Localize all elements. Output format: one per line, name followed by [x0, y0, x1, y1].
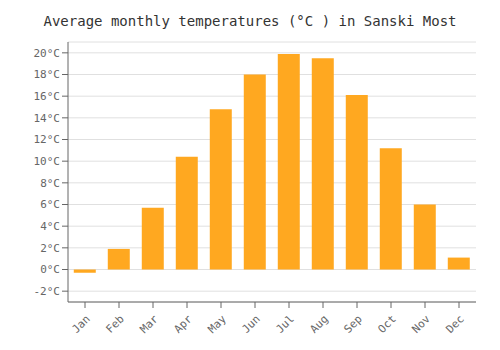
svg-text:2°C: 2°C [40, 242, 60, 255]
svg-text:Nov: Nov [410, 312, 434, 336]
svg-text:Jun: Jun [240, 313, 263, 336]
svg-text:May: May [206, 312, 230, 336]
svg-text:Aug: Aug [308, 313, 331, 336]
html-text:Average monthly temperatures (: Average monthly temperatures (°C ) in Sa… [43, 13, 457, 29]
svg-text:Apr: Apr [172, 312, 196, 336]
svg-text:Oct: Oct [376, 313, 399, 336]
svg-text:20°C: 20°C [34, 47, 61, 60]
svg-text:6°C: 6°C [40, 198, 60, 211]
svg-text:8°C: 8°C [40, 177, 60, 190]
svg-text:Sep: Sep [342, 313, 365, 336]
svg-text:12°C: 12°C [34, 133, 61, 146]
svg-text:Feb: Feb [104, 313, 127, 336]
svg-text:14°C: 14°C [34, 112, 61, 125]
svg-text:10°C: 10°C [34, 155, 61, 168]
svg-text:16°C: 16°C [34, 90, 61, 103]
svg-text:18°C: 18°C [34, 68, 61, 81]
svg-text:4°C: 4°C [40, 220, 60, 233]
svg-text:Mar: Mar [138, 312, 162, 336]
svg-text:0°C: 0°C [40, 263, 60, 276]
svg-text:Dec: Dec [444, 313, 467, 336]
svg-text:-2°C: -2°C [34, 285, 61, 298]
svg-text:Jul: Jul [274, 313, 297, 336]
svg-text:Jan: Jan [70, 313, 93, 336]
